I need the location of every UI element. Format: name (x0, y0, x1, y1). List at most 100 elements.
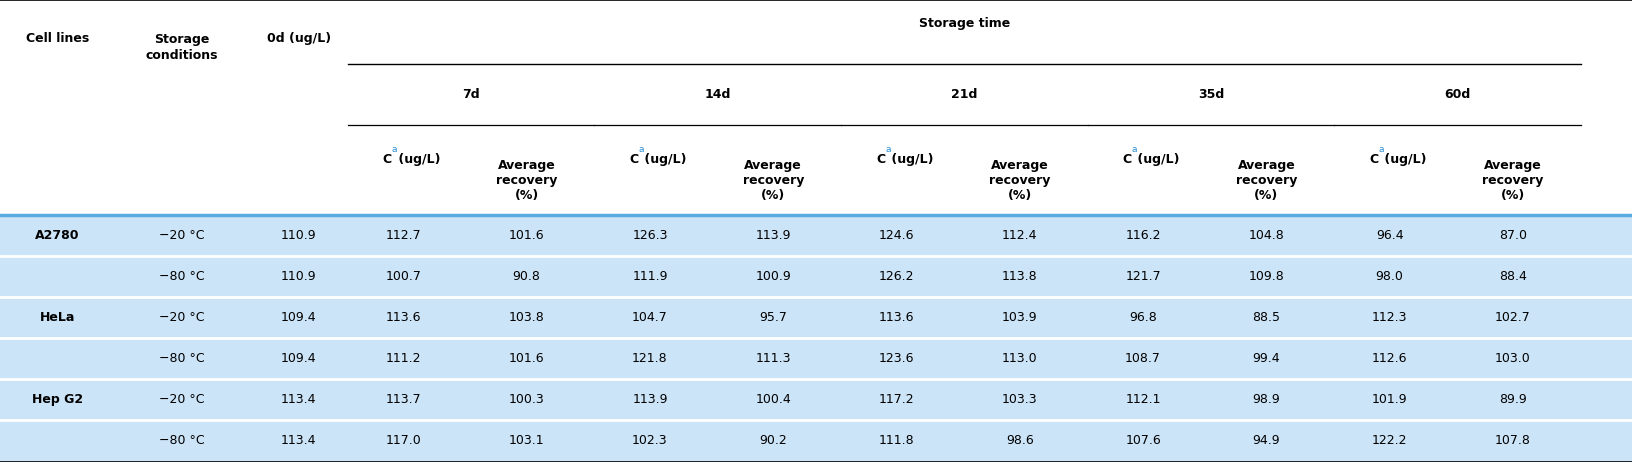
Text: (ug/L): (ug/L) (1133, 153, 1178, 166)
Text: 60d: 60d (1443, 88, 1470, 101)
Text: 98.9: 98.9 (1252, 393, 1279, 407)
Text: 109.4: 109.4 (281, 352, 317, 365)
Text: 126.3: 126.3 (632, 229, 667, 242)
Text: 107.6: 107.6 (1124, 434, 1160, 448)
Text: 112.6: 112.6 (1371, 352, 1407, 365)
Text: 103.9: 103.9 (1002, 311, 1036, 324)
Bar (0, 338, 1632, 379)
Text: 35d: 35d (1196, 88, 1224, 101)
Text: 126.2: 126.2 (878, 270, 914, 283)
Text: −20 °C: −20 °C (160, 229, 204, 242)
Text: −20 °C: −20 °C (160, 393, 204, 407)
Text: a: a (638, 145, 643, 154)
Text: C: C (382, 153, 392, 166)
Text: 88.5: 88.5 (1252, 311, 1279, 324)
Text: 113.8: 113.8 (1002, 270, 1036, 283)
Bar (0, 420, 1632, 462)
Text: 112.3: 112.3 (1371, 311, 1407, 324)
Text: Average
recovery
(%): Average recovery (%) (989, 159, 1049, 202)
Text: 0d (ug/L): 0d (ug/L) (266, 32, 331, 45)
Text: 116.2: 116.2 (1124, 229, 1160, 242)
Bar (0, 215, 1632, 256)
Text: 111.3: 111.3 (756, 352, 790, 365)
Text: −80 °C: −80 °C (160, 352, 204, 365)
Bar (0, 256, 1632, 297)
Text: 100.9: 100.9 (756, 270, 790, 283)
Text: 96.8: 96.8 (1129, 311, 1155, 324)
Text: a: a (1377, 145, 1382, 154)
Text: 113.9: 113.9 (756, 229, 790, 242)
Text: −80 °C: −80 °C (160, 434, 204, 448)
Text: 123.6: 123.6 (878, 352, 914, 365)
Text: HeLa: HeLa (39, 311, 75, 324)
Text: 101.9: 101.9 (1371, 393, 1407, 407)
Text: 112.7: 112.7 (385, 229, 421, 242)
Text: 117.0: 117.0 (385, 434, 421, 448)
Text: 110.9: 110.9 (281, 270, 317, 283)
Text: a: a (392, 145, 397, 154)
Text: Average
recovery
(%): Average recovery (%) (1235, 159, 1296, 202)
Text: 113.4: 113.4 (281, 393, 317, 407)
Text: 103.8: 103.8 (509, 311, 543, 324)
Text: 103.0: 103.0 (1495, 352, 1529, 365)
Text: A2780: A2780 (34, 229, 80, 242)
Text: 100.7: 100.7 (385, 270, 421, 283)
Text: 100.3: 100.3 (509, 393, 543, 407)
Text: 98.0: 98.0 (1374, 270, 1404, 283)
Text: C: C (628, 153, 638, 166)
Text: Hep G2: Hep G2 (31, 393, 83, 407)
Text: 113.4: 113.4 (281, 434, 317, 448)
Text: 103.1: 103.1 (509, 434, 543, 448)
Text: 102.3: 102.3 (632, 434, 667, 448)
Text: −20 °C: −20 °C (160, 311, 204, 324)
Text: 21d: 21d (950, 88, 978, 101)
Text: 104.8: 104.8 (1248, 229, 1283, 242)
Text: Cell lines: Cell lines (26, 32, 88, 45)
Text: 102.7: 102.7 (1495, 311, 1529, 324)
Text: 100.4: 100.4 (756, 393, 790, 407)
Text: 88.4: 88.4 (1498, 270, 1526, 283)
Text: 122.2: 122.2 (1371, 434, 1407, 448)
Text: 95.7: 95.7 (759, 311, 787, 324)
Text: 110.9: 110.9 (281, 229, 317, 242)
Text: 113.6: 113.6 (385, 311, 421, 324)
Text: 109.4: 109.4 (281, 311, 317, 324)
Text: 111.2: 111.2 (385, 352, 421, 365)
Text: 96.4: 96.4 (1376, 229, 1402, 242)
Text: 124.6: 124.6 (878, 229, 914, 242)
Bar (0, 297, 1632, 338)
Text: a: a (1131, 145, 1136, 154)
Text: (ug/L): (ug/L) (393, 153, 439, 166)
Text: −80 °C: −80 °C (160, 270, 204, 283)
Text: Storage
conditions: Storage conditions (145, 33, 219, 62)
Text: 103.3: 103.3 (1002, 393, 1036, 407)
Text: C: C (1121, 153, 1131, 166)
Text: 111.9: 111.9 (632, 270, 667, 283)
Text: 87.0: 87.0 (1498, 229, 1526, 242)
Text: 117.2: 117.2 (878, 393, 914, 407)
Text: 113.7: 113.7 (385, 393, 421, 407)
Text: 112.4: 112.4 (1002, 229, 1036, 242)
Text: Average
recovery
(%): Average recovery (%) (496, 159, 557, 202)
Text: Average
recovery
(%): Average recovery (%) (743, 159, 803, 202)
Text: 107.8: 107.8 (1495, 434, 1529, 448)
Text: 101.6: 101.6 (509, 352, 543, 365)
Text: 90.2: 90.2 (759, 434, 787, 448)
Text: 14d: 14d (703, 88, 731, 101)
Text: Average
recovery
(%): Average recovery (%) (1482, 159, 1542, 202)
Text: a: a (885, 145, 889, 154)
Bar (0, 0, 1632, 215)
Text: 98.6: 98.6 (1005, 434, 1033, 448)
Text: 121.7: 121.7 (1124, 270, 1160, 283)
Text: (ug/L): (ug/L) (886, 153, 932, 166)
Text: 109.8: 109.8 (1248, 270, 1283, 283)
Text: 111.8: 111.8 (878, 434, 914, 448)
Text: 104.7: 104.7 (632, 311, 667, 324)
Text: 99.4: 99.4 (1252, 352, 1279, 365)
Text: 89.9: 89.9 (1498, 393, 1526, 407)
Text: 112.1: 112.1 (1124, 393, 1160, 407)
Text: (ug/L): (ug/L) (640, 153, 685, 166)
Text: 108.7: 108.7 (1124, 352, 1160, 365)
Text: 113.9: 113.9 (632, 393, 667, 407)
Text: 113.0: 113.0 (1002, 352, 1036, 365)
